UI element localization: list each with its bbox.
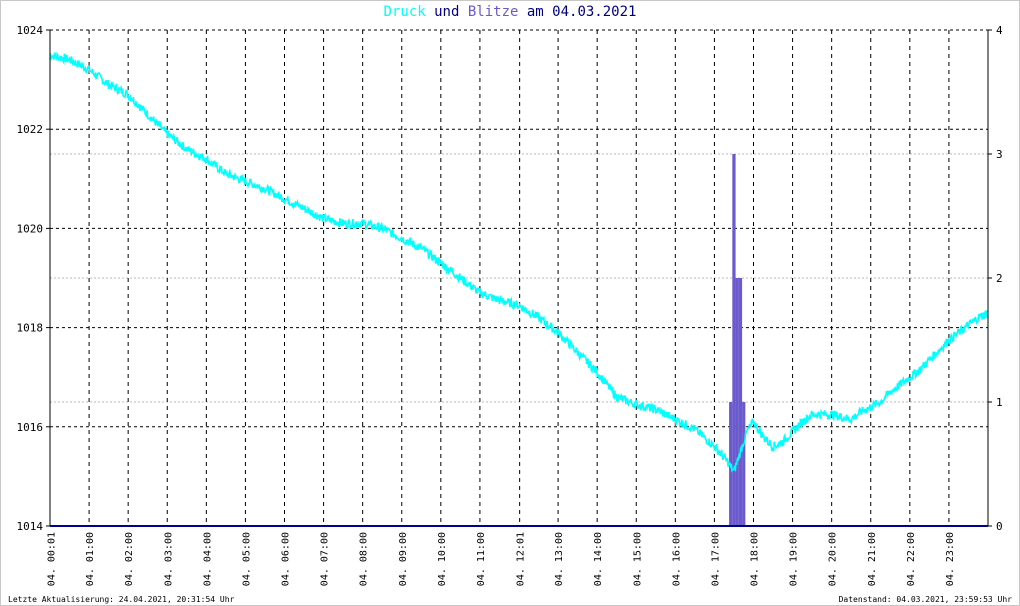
x-tick-label: 04. 15:00 [632, 532, 643, 586]
x-tick-label: 04. 19:00 [789, 532, 800, 586]
y-tick-label-right: 3 [996, 148, 1003, 161]
x-tick-label: 04. 06:00 [281, 532, 292, 586]
x-tick-label: 04. 01:00 [85, 532, 96, 586]
x-tick-label: 04. 03:00 [163, 532, 174, 586]
x-tick-label: 04. 14:00 [593, 532, 604, 586]
y-tick-label-right: 0 [996, 520, 1003, 533]
x-tick-label: 04. 17:00 [710, 532, 721, 586]
title-lightning: Blitze [467, 4, 519, 20]
x-tick-label: 04. 08:00 [359, 532, 370, 586]
chart-title: Druck und Blitze am 04.03.2021 [0, 4, 1020, 20]
y-tick-label-right: 1 [996, 396, 1003, 409]
x-tick-label: 04. 04:00 [202, 532, 213, 586]
title-date: am 04.03.2021 [526, 4, 637, 20]
x-tick-label: 04. 16:00 [671, 532, 682, 586]
x-tick-label: 04. 00:01 [47, 532, 58, 586]
x-tick-label: 04. 18:00 [750, 532, 761, 586]
x-tick-label: 04. 09:00 [398, 532, 409, 586]
y-tick-label-left: 1022 [17, 123, 44, 136]
x-tick-label: 04. 02:00 [124, 532, 135, 586]
y-tick-label-left: 1014 [17, 520, 44, 533]
x-tick-label: 04. 05:00 [241, 532, 252, 586]
pressure-line [49, 51, 989, 473]
y-tick-label-left: 1020 [17, 222, 44, 235]
x-tick-label: 04. 07:00 [320, 532, 331, 586]
x-tick-label: 04. 21:00 [867, 532, 878, 586]
x-tick-label: 04. 13:00 [554, 532, 565, 586]
x-tick-label: 04. 23:00 [945, 532, 956, 586]
y-tick-label-left: 1024 [17, 24, 44, 37]
footer-last-update: Letzte Aktualisierung: 24.04.2021, 20:31… [8, 595, 235, 604]
x-tick-label: 04. 22:00 [906, 532, 917, 586]
grid-layer [50, 29, 988, 526]
axes [46, 29, 992, 527]
y-tick-label-right: 4 [996, 24, 1003, 37]
x-tick-label: 04. 20:00 [828, 532, 839, 586]
title-und: und [434, 4, 460, 20]
y-tick-label-right: 2 [996, 272, 1003, 285]
lightning-bar [742, 402, 746, 526]
lightning-bar [732, 154, 736, 526]
title-pressure: Druck [383, 4, 426, 20]
pressure-series [49, 51, 989, 473]
lightning-bar [738, 278, 743, 526]
x-tick-label: 04. 11:00 [476, 532, 487, 586]
x-tick-label: 04. 10:00 [437, 532, 448, 586]
footer-data-status: Datenstand: 04.03.2021, 23:59:53 Uhr [838, 595, 1012, 604]
y-tick-label-left: 1018 [17, 322, 44, 335]
tick-labels: 1014 1016 1018 1020 1022 1024 0 1 2 3 4 04. 00:01 04… [17, 24, 1004, 586]
lightning-bar [735, 278, 739, 526]
x-tick-label: 04. 12:01 [516, 532, 527, 586]
y-tick-label-left: 1016 [17, 421, 44, 434]
